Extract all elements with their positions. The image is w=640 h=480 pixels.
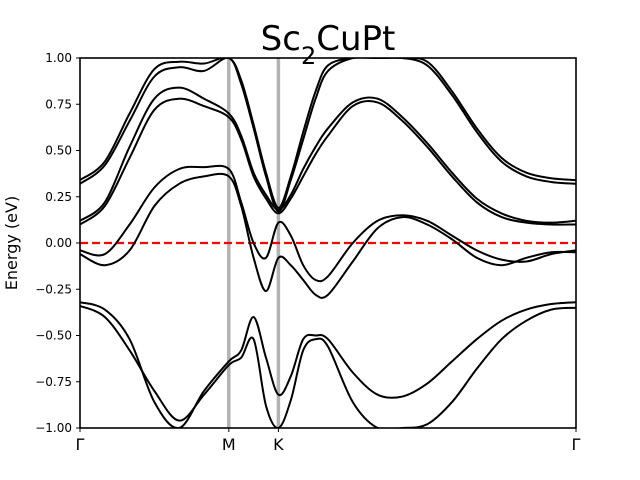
k-point-label: K <box>273 435 284 454</box>
y-tick-label: −0.25 <box>35 282 72 296</box>
y-tick-label: −0.50 <box>35 329 72 343</box>
y-axis-ticks: −1.00 −0.75 −0.50 −0.25 0.00 0.25 0.50 0.75 1.00 <box>35 51 80 435</box>
y-tick-label: 0.50 <box>45 144 72 158</box>
band-line-8 <box>80 58 576 209</box>
y-tick-label: 1.00 <box>45 51 72 65</box>
y-tick-label: −0.75 <box>35 375 72 389</box>
band-lines <box>80 58 576 428</box>
chart-title: Sc2CuPt <box>261 19 396 70</box>
y-axis-title: Energy (eV) <box>2 196 21 290</box>
band-line-4 <box>80 164 576 283</box>
k-point-label: Γ <box>76 435 85 454</box>
band-line-7 <box>80 58 576 213</box>
band-line-2 <box>80 301 576 428</box>
band-line-1 <box>80 304 576 428</box>
band-line-5 <box>80 97 576 226</box>
y-tick-label: 0.75 <box>45 97 72 111</box>
y-tick-label: −1.00 <box>35 421 72 435</box>
band-line-6 <box>80 86 576 224</box>
band-line-3 <box>80 172 576 299</box>
k-point-label: Γ <box>572 435 581 454</box>
k-point-label: M <box>222 435 236 454</box>
y-tick-label: 0.25 <box>45 190 72 204</box>
y-tick-label: 0.00 <box>45 236 72 250</box>
